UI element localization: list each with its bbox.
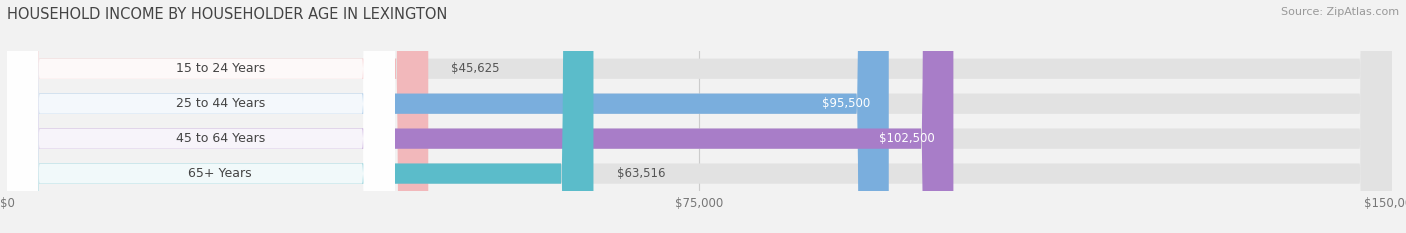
Text: $63,516: $63,516 bbox=[617, 167, 665, 180]
FancyBboxPatch shape bbox=[7, 0, 395, 233]
FancyBboxPatch shape bbox=[7, 0, 395, 233]
Text: 25 to 44 Years: 25 to 44 Years bbox=[176, 97, 264, 110]
Text: 65+ Years: 65+ Years bbox=[188, 167, 252, 180]
FancyBboxPatch shape bbox=[7, 0, 395, 233]
Text: $45,625: $45,625 bbox=[451, 62, 501, 75]
FancyBboxPatch shape bbox=[7, 0, 1392, 233]
Text: HOUSEHOLD INCOME BY HOUSEHOLDER AGE IN LEXINGTON: HOUSEHOLD INCOME BY HOUSEHOLDER AGE IN L… bbox=[7, 7, 447, 22]
FancyBboxPatch shape bbox=[7, 0, 593, 233]
FancyBboxPatch shape bbox=[7, 0, 395, 233]
Text: $95,500: $95,500 bbox=[823, 97, 870, 110]
Text: 15 to 24 Years: 15 to 24 Years bbox=[176, 62, 264, 75]
FancyBboxPatch shape bbox=[7, 0, 1392, 233]
FancyBboxPatch shape bbox=[7, 0, 429, 233]
Text: 45 to 64 Years: 45 to 64 Years bbox=[176, 132, 264, 145]
FancyBboxPatch shape bbox=[7, 0, 953, 233]
FancyBboxPatch shape bbox=[7, 0, 889, 233]
Text: $102,500: $102,500 bbox=[879, 132, 935, 145]
FancyBboxPatch shape bbox=[7, 0, 1392, 233]
FancyBboxPatch shape bbox=[7, 0, 1392, 233]
Text: Source: ZipAtlas.com: Source: ZipAtlas.com bbox=[1281, 7, 1399, 17]
